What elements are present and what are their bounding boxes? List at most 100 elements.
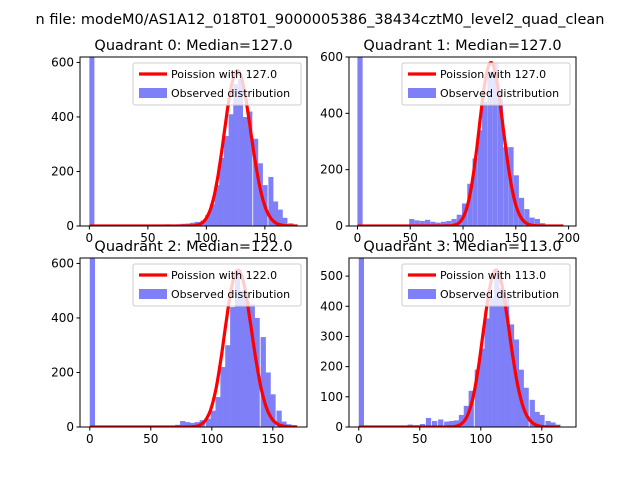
histogram-bar bbox=[529, 217, 535, 226]
x-tick-label: 50 bbox=[143, 432, 158, 446]
histogram-bar bbox=[440, 221, 447, 226]
histogram-bar bbox=[244, 301, 251, 427]
legend-box bbox=[401, 62, 571, 106]
histogram-bar bbox=[205, 418, 211, 427]
histogram-bar bbox=[249, 304, 255, 427]
panel-quadrant-1: 0 50 100 150 200 0 200 400 600 Quadrant 1: Median… bbox=[320, 38, 580, 245]
histogram-bar bbox=[451, 218, 457, 226]
histogram-bar bbox=[268, 176, 274, 226]
y-tick-label: 600 bbox=[320, 50, 343, 64]
histogram-bar bbox=[282, 217, 288, 226]
histogram-bar bbox=[273, 201, 279, 226]
histogram-bar bbox=[539, 414, 545, 427]
histogram-bar bbox=[265, 372, 271, 427]
histogram-bar bbox=[228, 114, 234, 226]
histogram-bar bbox=[270, 394, 276, 427]
legend-label-poisson: Poission with 127.0 bbox=[440, 68, 546, 81]
legend-label-observed: Observed distribution bbox=[440, 87, 559, 100]
histogram-bar bbox=[479, 348, 485, 427]
histogram-bar bbox=[205, 215, 211, 226]
histogram-bar bbox=[409, 218, 415, 226]
histogram-bar bbox=[534, 411, 540, 427]
histogram-bar bbox=[223, 136, 229, 226]
histogram-bar bbox=[281, 421, 287, 427]
histogram-bar bbox=[449, 420, 455, 427]
histogram-bar bbox=[414, 220, 420, 226]
histogram-bar bbox=[458, 414, 465, 427]
axes-frame bbox=[79, 56, 308, 227]
histogram-bar bbox=[484, 318, 490, 427]
panel-title: Quadrant 1: Median=127.0 bbox=[363, 38, 561, 54]
histogram-bar bbox=[239, 290, 246, 427]
histogram-bars bbox=[89, 57, 294, 226]
x-tick-label: 0 bbox=[355, 432, 363, 446]
histogram-bar bbox=[494, 270, 500, 427]
x-tick-label: 150 bbox=[253, 231, 276, 245]
histogram-bar bbox=[489, 297, 495, 427]
legend-bar-swatch bbox=[139, 88, 167, 98]
histogram-bar bbox=[253, 138, 259, 226]
histogram-bar bbox=[529, 399, 535, 427]
x-tick-label: 50 bbox=[140, 231, 155, 245]
legend: Poission with 113.0 Observed distribution bbox=[401, 263, 571, 307]
histogram-bar bbox=[446, 220, 452, 226]
axes-frame bbox=[348, 56, 577, 227]
histogram-bar bbox=[431, 420, 438, 427]
histogram-bar bbox=[180, 421, 186, 427]
histogram-bar bbox=[438, 419, 444, 427]
legend-label-poisson: Poission with 122.0 bbox=[171, 269, 277, 282]
y-tick-label: 100 bbox=[320, 390, 343, 404]
y-tick-label: 600 bbox=[51, 55, 74, 69]
histogram-bar bbox=[503, 297, 510, 427]
histogram-bar bbox=[89, 258, 96, 427]
y-tick-label: 200 bbox=[320, 163, 343, 177]
legend-box bbox=[401, 263, 571, 307]
legend-box bbox=[132, 62, 302, 106]
x-tick-label: 100 bbox=[469, 432, 492, 446]
x-tick-label: 150 bbox=[261, 432, 284, 446]
histogram-bar bbox=[184, 422, 191, 427]
histogram-bar bbox=[225, 345, 231, 427]
histogram-bar bbox=[467, 183, 473, 226]
histogram-bar bbox=[425, 219, 431, 226]
histogram-bar bbox=[189, 422, 196, 427]
panel-quadrant-2: 0 50 100 150 0 200 400 600 Quadrant 2: Median=12… bbox=[51, 239, 308, 446]
legend-label-poisson: Poission with 113.0 bbox=[440, 269, 546, 282]
legend: Poission with 127.0 Observed distribution bbox=[401, 62, 571, 106]
x-tick-label: 50 bbox=[412, 432, 427, 446]
y-tick-label: 0 bbox=[66, 219, 74, 233]
histogram-bar bbox=[518, 197, 525, 226]
histogram-bar bbox=[482, 102, 488, 226]
x-tick-label: 50 bbox=[403, 231, 418, 245]
panel-quadrant-3: 0 50 100 150 0 100 200 300 400 500 Quadrant 3: Med… bbox=[320, 239, 577, 446]
histogram-bar bbox=[214, 185, 220, 226]
histogram-bar bbox=[419, 220, 425, 226]
y-tick-label: 400 bbox=[320, 106, 343, 120]
histogram-bar bbox=[503, 147, 509, 226]
histogram-bar bbox=[230, 307, 236, 427]
y-tick-label: 200 bbox=[320, 360, 343, 374]
histogram-bar bbox=[89, 57, 95, 226]
poisson-curve bbox=[358, 268, 561, 427]
figure-suptitle: n file: modeM0/AS1A12_018T01_9000005386_… bbox=[36, 12, 605, 28]
histogram-bar bbox=[209, 204, 215, 226]
histogram-bars bbox=[89, 258, 297, 427]
histogram-bar bbox=[430, 221, 436, 226]
histogram-bar bbox=[358, 258, 365, 427]
axes-frame bbox=[348, 257, 577, 428]
x-tick-label: 100 bbox=[200, 432, 223, 446]
panel-quadrant-0: 0 50 100 150 0 200 400 600 Quadrant 0: Median=12… bbox=[51, 38, 308, 245]
histogram-bar bbox=[425, 417, 432, 427]
histogram-bar bbox=[487, 71, 493, 226]
legend-label-poisson: Poission with 127.0 bbox=[171, 68, 277, 81]
histogram-bar bbox=[499, 288, 505, 427]
histogram-bar bbox=[477, 130, 483, 226]
legend: Poission with 127.0 Observed distribution bbox=[132, 62, 302, 106]
histogram-bar bbox=[277, 209, 283, 226]
histogram-bar bbox=[210, 410, 216, 427]
histogram-bar bbox=[534, 218, 540, 226]
legend-label-observed: Observed distribution bbox=[171, 288, 290, 301]
legend-bar-swatch bbox=[408, 88, 436, 98]
poisson-curve bbox=[356, 61, 564, 226]
legend: Poission with 122.0 Observed distribution bbox=[132, 263, 302, 307]
